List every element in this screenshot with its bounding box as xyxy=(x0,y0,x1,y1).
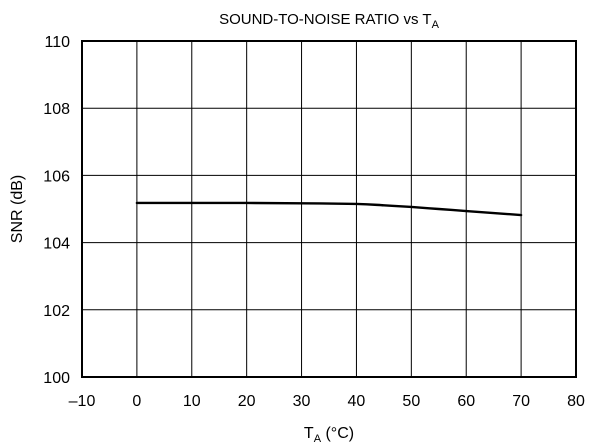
x-tick-label: 70 xyxy=(512,393,530,410)
y-tick-label: 104 xyxy=(43,236,70,253)
x-tick-label: 0 xyxy=(132,393,141,410)
plot-frame xyxy=(81,40,577,378)
x-tick-label: –10 xyxy=(69,393,96,410)
series-line-0 xyxy=(135,201,523,217)
x-tick-label: 30 xyxy=(293,393,311,410)
grid xyxy=(82,41,576,377)
y-tick-label: 108 xyxy=(43,101,70,118)
series-layer xyxy=(135,201,523,217)
y-tick-label: 110 xyxy=(44,34,70,51)
y-axis-label: SNR (dB) xyxy=(9,175,26,243)
x-tick-label: 10 xyxy=(183,393,201,410)
y-tick-label: 106 xyxy=(43,168,70,185)
x-tick-label: 20 xyxy=(238,393,256,410)
x-axis-label: TA (°C) xyxy=(304,425,354,445)
chart-title: SOUND-TO-NOISE RATIO vs TA xyxy=(219,11,440,31)
x-tick-label: 40 xyxy=(348,393,366,410)
y-axis-ticks: 100 102 104 106 108 110 xyxy=(43,34,70,387)
y-tick-label: 102 xyxy=(43,303,70,320)
x-tick-label: 60 xyxy=(457,393,475,410)
x-tick-label: 80 xyxy=(567,393,585,410)
x-tick-label: 50 xyxy=(402,393,420,410)
x-axis-ticks: –10 0 10 20 30 40 50 60 70 80 xyxy=(69,393,585,410)
y-tick-label: 100 xyxy=(43,370,70,387)
